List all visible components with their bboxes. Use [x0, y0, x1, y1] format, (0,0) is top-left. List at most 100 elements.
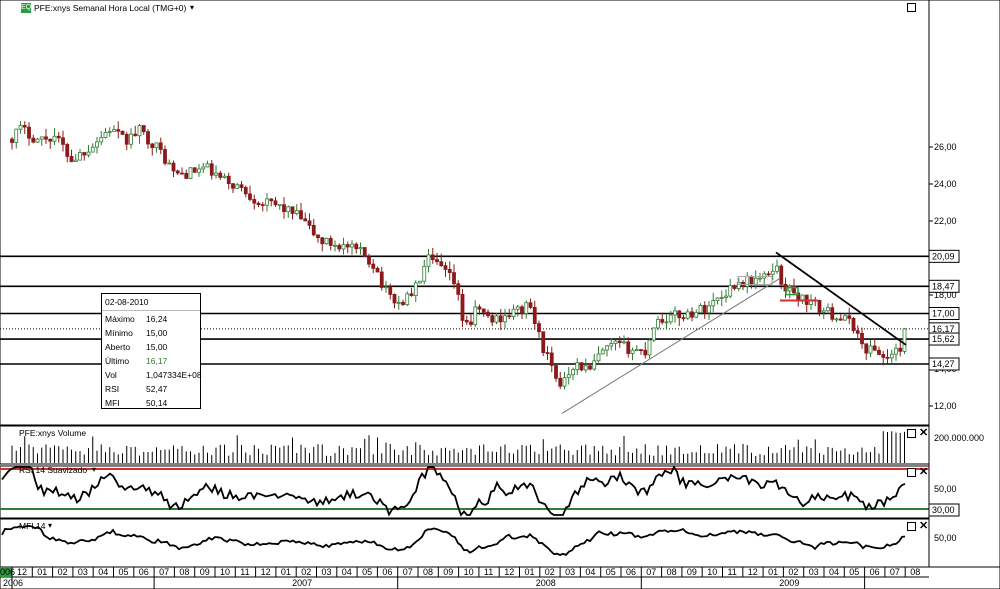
- volume-axis-label: 200.000.000: [934, 433, 984, 443]
- candle-body: [732, 285, 737, 289]
- candle-body: [605, 345, 609, 351]
- month-label: 03: [809, 567, 819, 577]
- candle-body: [894, 347, 898, 355]
- candle-body: [205, 163, 210, 168]
- level-tag-label: 20,09: [932, 251, 955, 261]
- candlestick-series: [10, 120, 907, 390]
- year-label: 2008: [536, 578, 556, 588]
- candle-body: [129, 133, 133, 145]
- candle-body: [52, 135, 57, 142]
- candle-body: [14, 128, 19, 143]
- candle-body: [609, 343, 614, 347]
- maximize-mfi-pane-icon[interactable]: [907, 522, 916, 531]
- mfi-axis-label: 50,00: [934, 533, 957, 543]
- candle-body: [163, 149, 167, 164]
- candle-body: [175, 170, 180, 174]
- month-label: 01: [525, 567, 535, 577]
- candle-body: [541, 331, 546, 353]
- candle-body: [715, 297, 720, 301]
- candle-body: [787, 285, 792, 292]
- maximize-volume-pane-icon[interactable]: [907, 429, 916, 438]
- candle-body: [214, 172, 218, 176]
- candle-body: [388, 286, 393, 295]
- candle-body: [286, 206, 291, 213]
- month-label: 05: [606, 567, 616, 577]
- level-tag: [928, 249, 960, 263]
- equity-icon[interactable]: EQ: [21, 3, 32, 13]
- mfi-pane-menu-icon[interactable]: ▾: [48, 521, 53, 530]
- month-label: 08: [910, 567, 920, 577]
- month-label: 04: [829, 567, 839, 577]
- candle-body: [150, 143, 155, 149]
- data-window-label: Último: [105, 356, 130, 366]
- month-label: 04: [342, 567, 352, 577]
- candle-body: [902, 328, 907, 352]
- candle-body: [571, 369, 575, 376]
- candle-body: [775, 265, 779, 272]
- candle-body: [749, 275, 754, 285]
- candle-body: [167, 162, 172, 165]
- candle-body: [792, 285, 796, 294]
- candle-body: [494, 315, 499, 323]
- candle-body: [736, 281, 741, 289]
- data-window-label: RSI: [105, 384, 120, 394]
- candle-body: [375, 267, 380, 273]
- rsi-pane-menu-icon[interactable]: ▾: [92, 465, 97, 474]
- price-pane-menu-icon[interactable]: ▾: [190, 3, 195, 12]
- month-label: 09: [200, 567, 210, 577]
- month-label: 08: [423, 567, 433, 577]
- candle-body: [469, 321, 473, 325]
- candle-body: [328, 237, 333, 246]
- month-label: 08: [667, 567, 677, 577]
- month-label: 06: [626, 567, 636, 577]
- candle-body: [44, 136, 48, 140]
- candle-body: [864, 343, 869, 354]
- candle-body: [371, 263, 376, 269]
- close-rsi-pane-icon[interactable]: ✕: [919, 466, 929, 478]
- candle-body: [872, 345, 877, 351]
- maximize-rsi-pane-icon[interactable]: [907, 468, 916, 477]
- close-volume-pane-icon[interactable]: ✕: [919, 427, 929, 439]
- candle-body: [39, 136, 44, 140]
- candle-body: [277, 204, 282, 207]
- candle-body: [562, 377, 567, 387]
- candle-body: [61, 137, 65, 145]
- candle-body: [307, 220, 312, 226]
- candle-body: [486, 311, 490, 317]
- candle-body: [396, 301, 401, 304]
- data-window-row-rsi: RSI 52,47: [102, 381, 200, 398]
- candle-body: [197, 168, 201, 173]
- candle-body: [855, 330, 860, 334]
- candle-body: [528, 302, 533, 308]
- data-window-row-min: Mínimo 15,00: [102, 325, 200, 342]
- candle-body: [826, 307, 830, 312]
- month-label: 02: [301, 567, 311, 577]
- candle-body: [626, 341, 631, 354]
- level-tag: [928, 332, 960, 346]
- candle-body: [69, 156, 74, 163]
- month-label: 06: [382, 567, 392, 577]
- month-label: 09: [443, 567, 453, 577]
- candle-body: [282, 204, 286, 213]
- candle-body: [341, 244, 346, 250]
- candle-body: [860, 332, 864, 345]
- maximize-price-pane-icon[interactable]: [907, 3, 916, 12]
- candle-body: [358, 247, 363, 250]
- candle-body: [532, 307, 537, 325]
- candle-body: [707, 305, 711, 314]
- price-tick-label: 22,00: [934, 216, 957, 226]
- month-label: 04: [98, 567, 108, 577]
- mfi-title-text: MFI 14: [19, 521, 46, 531]
- volume-pane: [0, 425, 930, 465]
- candle-body: [885, 356, 890, 359]
- close-mfi-pane-icon[interactable]: ✕: [919, 520, 929, 532]
- candle-body: [515, 306, 520, 310]
- candle-body: [299, 210, 303, 220]
- candle-body: [677, 310, 682, 319]
- candle-body: [133, 133, 138, 137]
- month-label: 02: [58, 567, 68, 577]
- month-label: 10: [707, 567, 717, 577]
- candle-body: [65, 143, 70, 157]
- data-window-value: 1,047334E+08: [146, 370, 202, 380]
- year-edge-label: 006: [0, 567, 15, 577]
